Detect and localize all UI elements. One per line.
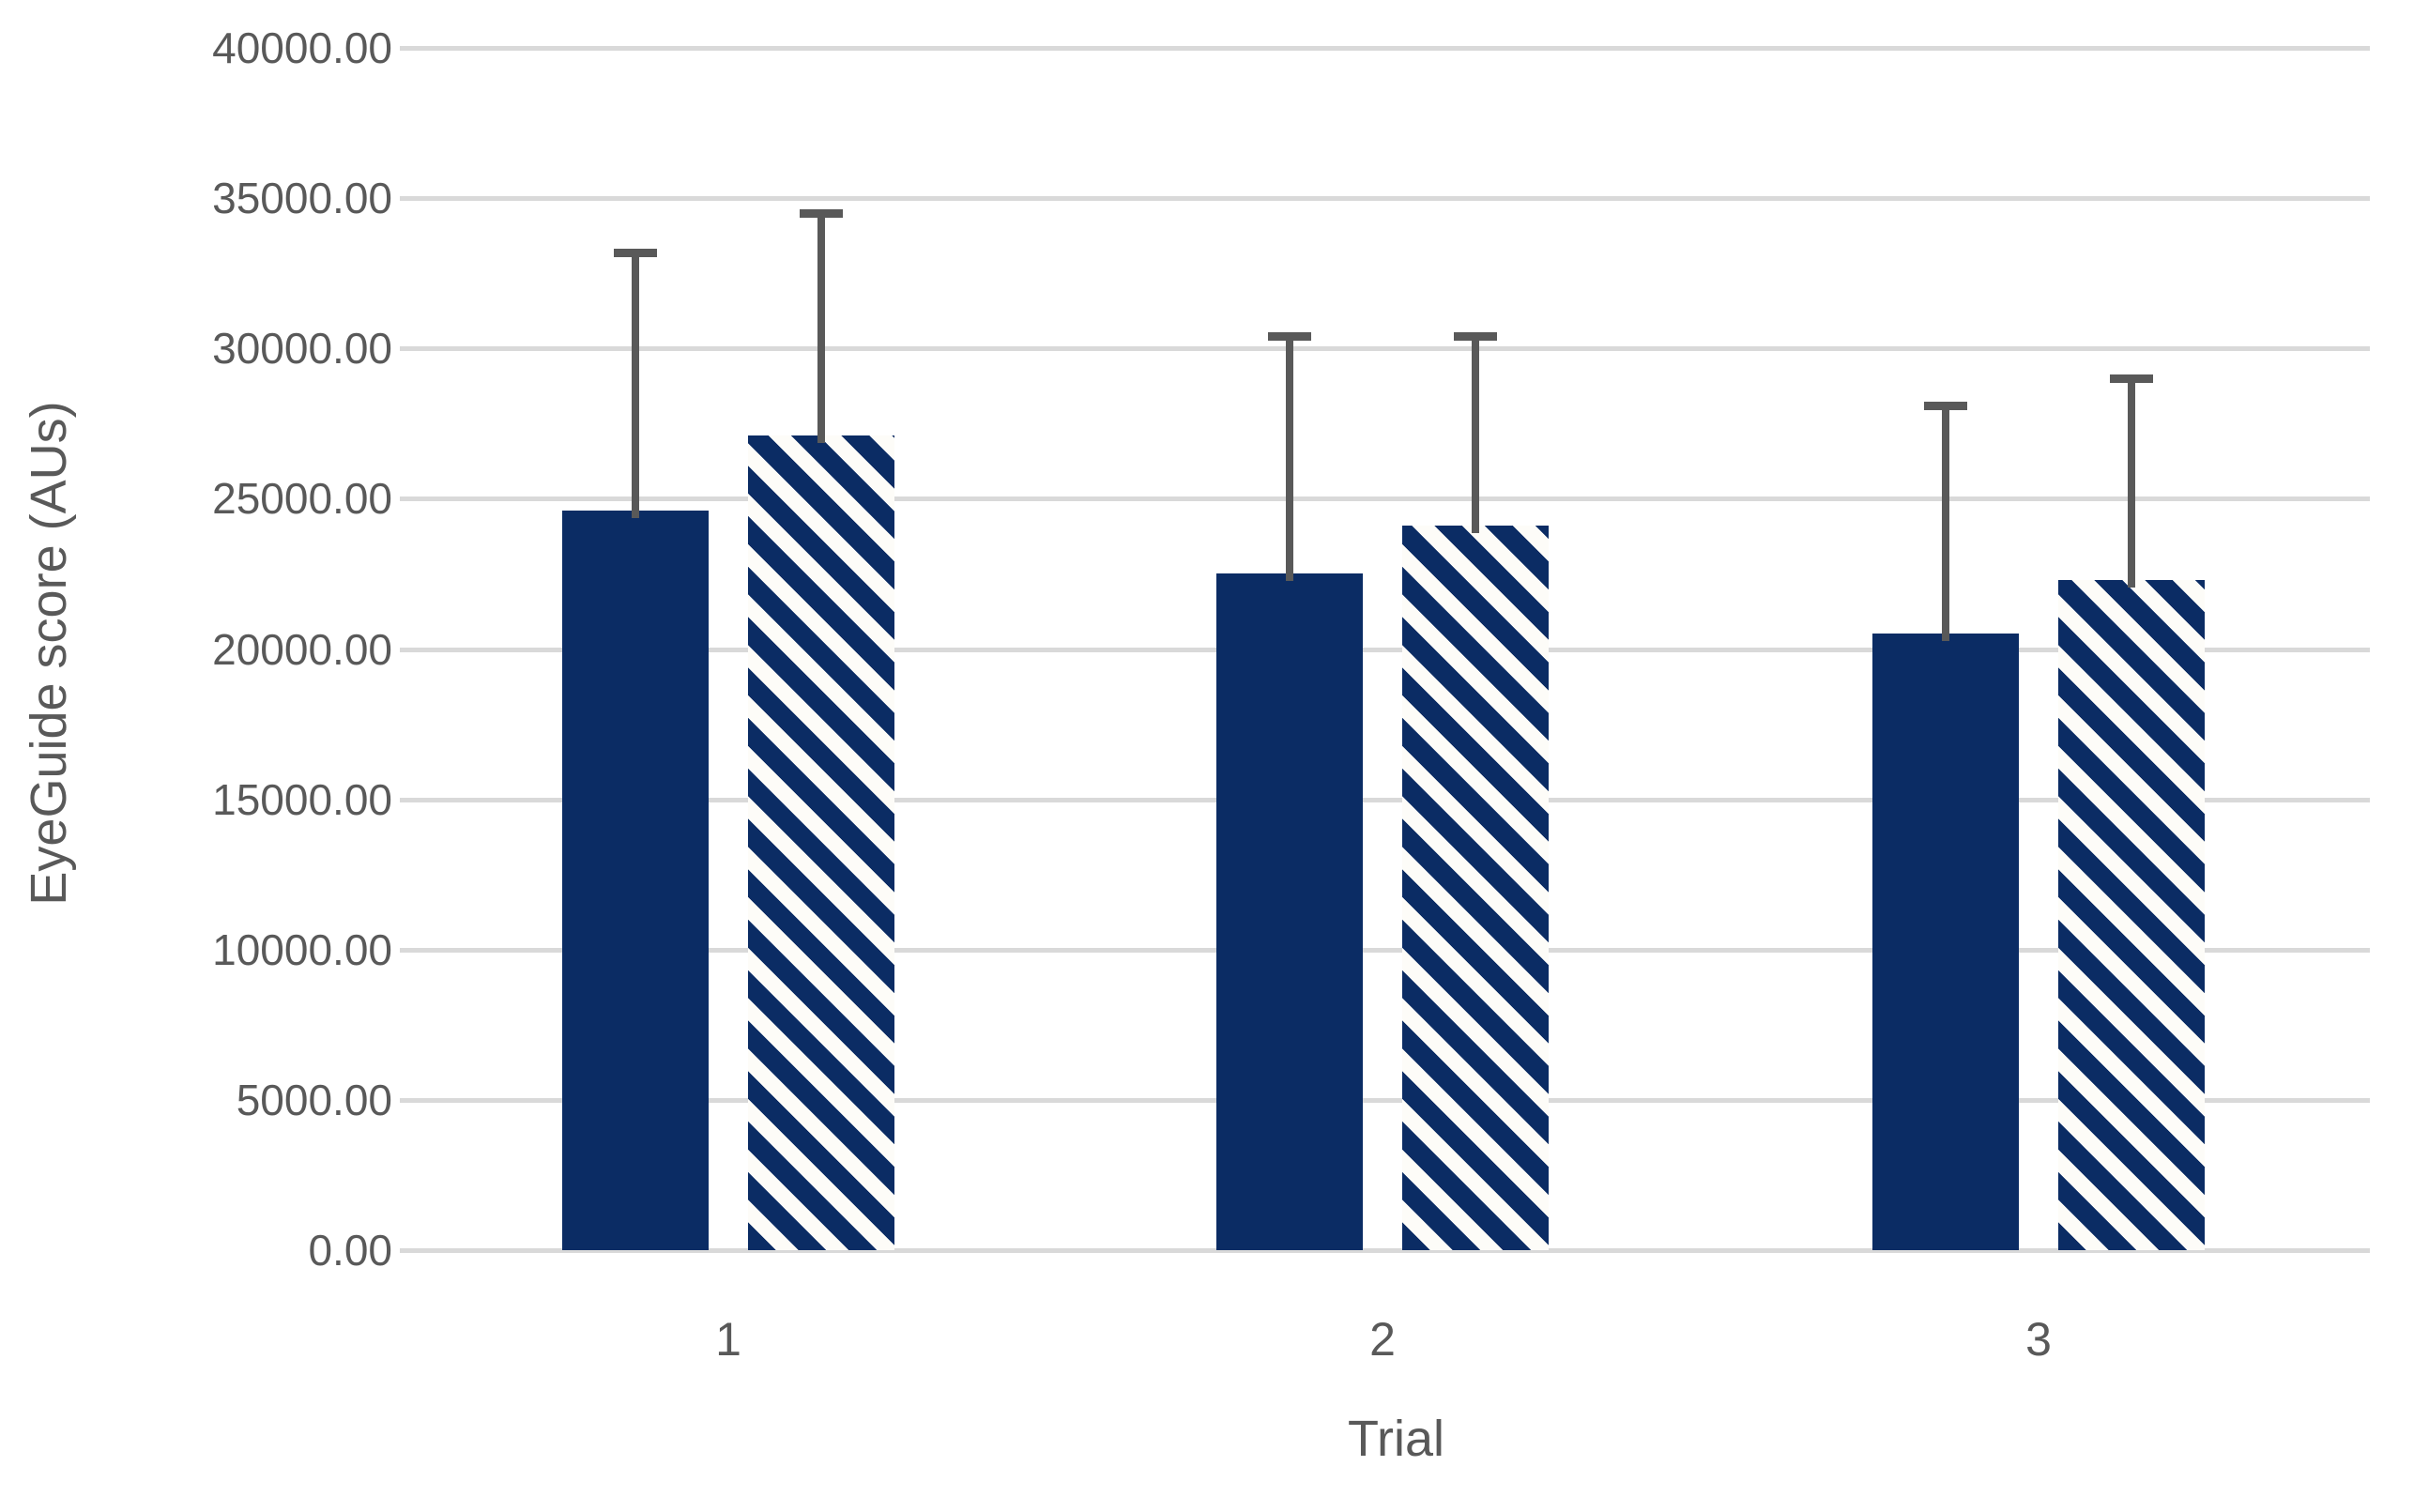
gridline: [422, 496, 2370, 502]
error-bar-line: [1942, 405, 1949, 642]
error-bar-line: [1472, 336, 1479, 534]
y-axis-tick: [400, 346, 422, 352]
y-axis-tick: [400, 196, 422, 202]
error-bar-line: [1286, 336, 1293, 582]
bar-hatched: [1402, 526, 1549, 1250]
gridline: [422, 346, 2370, 352]
bar-solid: [1872, 634, 2019, 1250]
y-tick-label: 0.00: [308, 1226, 392, 1275]
y-axis-tick: [400, 46, 422, 51]
y-tick-label: 5000.00: [236, 1075, 392, 1124]
y-axis-title: EyeGuide score (AUs): [21, 400, 77, 906]
x-category-label: 1: [715, 1313, 741, 1366]
y-tick-label: 15000.00: [212, 774, 392, 824]
bar-hatched: [748, 435, 894, 1250]
y-axis-tick: [400, 797, 422, 802]
gridline: [422, 947, 2370, 953]
error-bar-cap: [614, 248, 657, 257]
bar-solid: [562, 511, 709, 1250]
y-tick-label: 10000.00: [212, 924, 392, 974]
y-axis-tick: [400, 647, 422, 652]
x-axis-line: [422, 1248, 2370, 1253]
y-axis-tick: [400, 496, 422, 502]
bar-hatched: [2058, 579, 2205, 1250]
y-tick-label: 25000.00: [212, 474, 392, 524]
error-bar-cap: [1454, 332, 1497, 342]
gridline: [422, 1097, 2370, 1103]
y-axis-tick: [400, 947, 422, 953]
error-bar-line: [817, 213, 825, 444]
error-bar-cap: [800, 209, 843, 219]
y-axis-tick: [400, 1248, 422, 1253]
y-axis-tick: [400, 1097, 422, 1103]
y-tick-label: 40000.00: [212, 23, 392, 72]
gridline: [422, 797, 2370, 802]
x-category-label: 3: [2025, 1313, 2052, 1366]
error-bar-cap: [2110, 374, 2153, 384]
gridline: [422, 647, 2370, 652]
error-bar-cap: [1924, 402, 1967, 411]
error-bar-line: [632, 252, 639, 519]
gridline: [422, 46, 2370, 51]
bar-solid: [1216, 573, 1363, 1250]
y-tick-label: 35000.00: [212, 174, 392, 223]
gridline: [422, 196, 2370, 202]
x-axis-title: Trial: [1348, 1411, 1444, 1467]
y-tick-label: 30000.00: [212, 324, 392, 374]
x-category-label: 2: [1369, 1313, 1396, 1366]
y-tick-label: 20000.00: [212, 624, 392, 674]
error-bar-cap: [1268, 332, 1311, 342]
error-bar-line: [2128, 378, 2135, 588]
